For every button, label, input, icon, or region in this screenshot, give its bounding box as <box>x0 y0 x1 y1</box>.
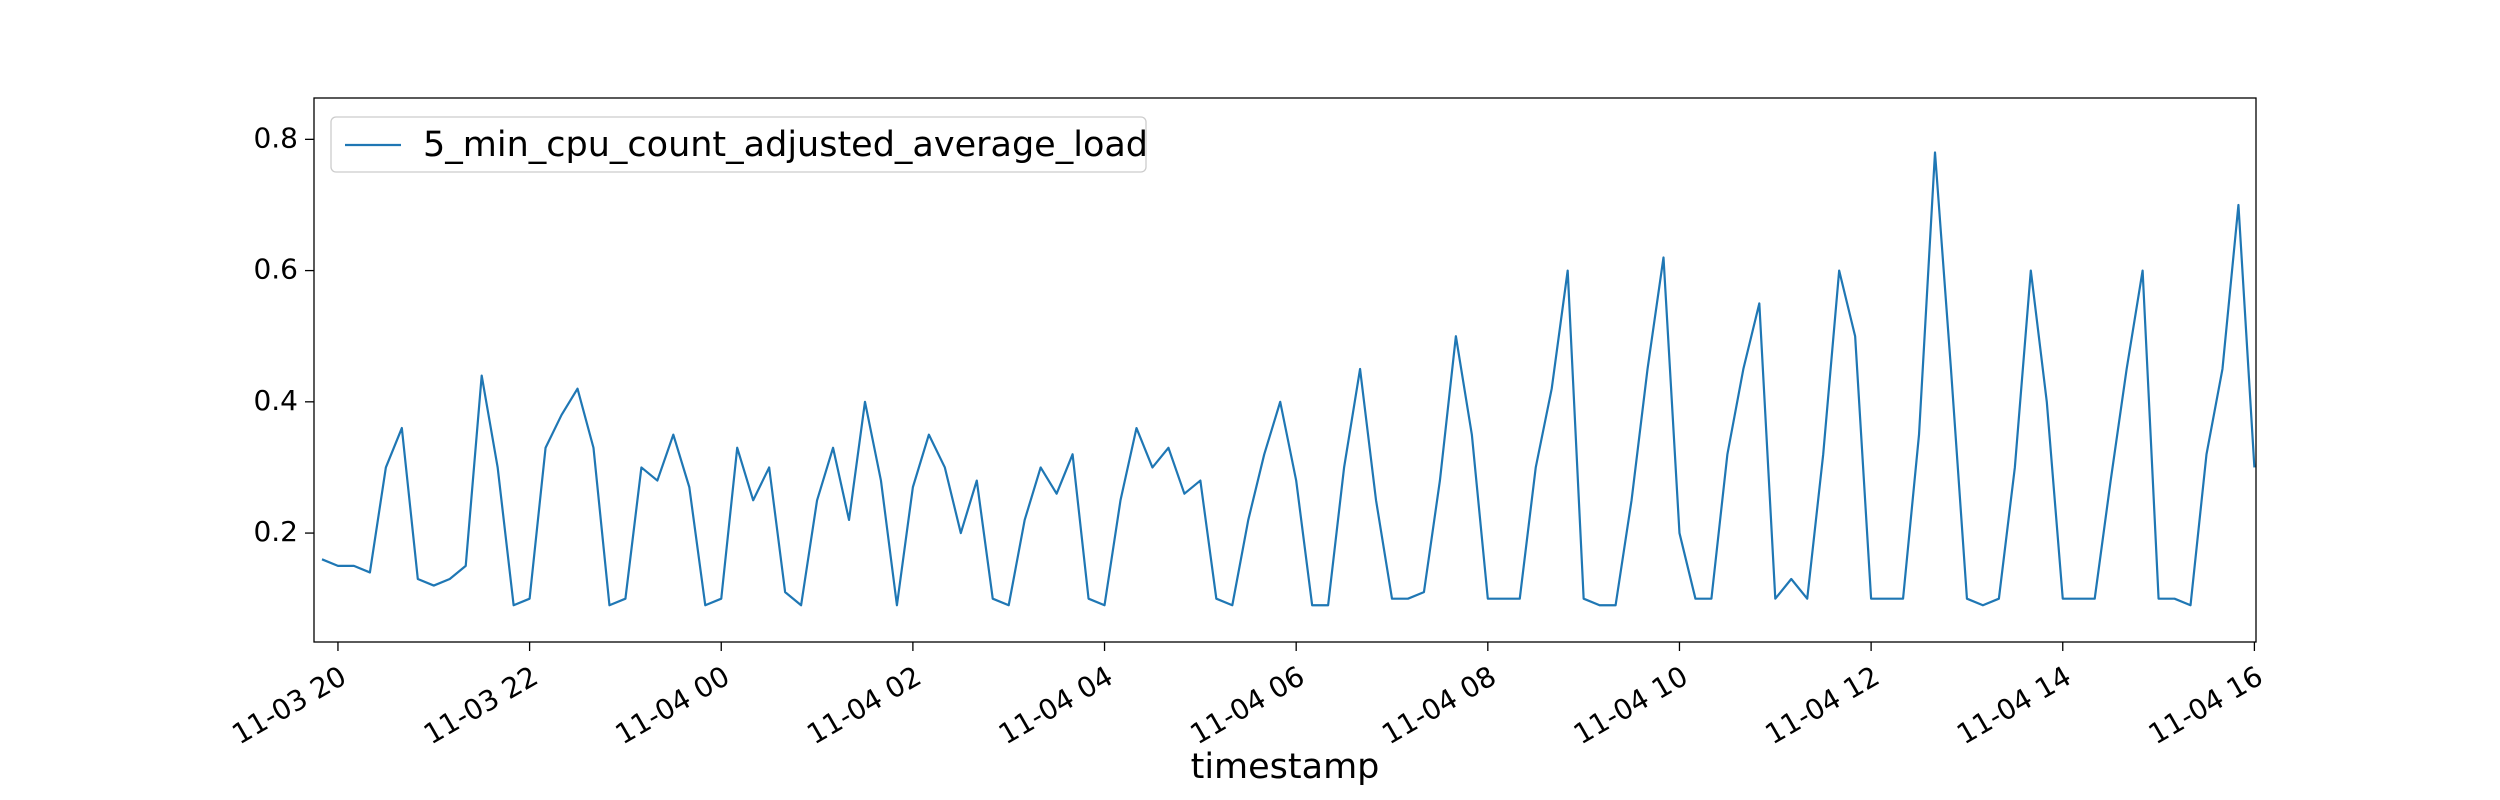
x-tick-label: 11-03 20 <box>226 659 352 751</box>
legend-label: 5_min_cpu_count_adjusted_average_load <box>423 125 1148 165</box>
y-tick-label: 0.4 <box>253 384 298 417</box>
y-tick-label: 0.6 <box>253 253 298 286</box>
x-tick-label: 11-04 02 <box>801 659 927 751</box>
x-tick-label: 11-04 06 <box>1185 659 1311 751</box>
x-tick-label: 11-04 08 <box>1376 659 1502 751</box>
x-tick-label: 11-04 10 <box>1568 659 1694 751</box>
x-tick-label: 11-03 22 <box>418 659 544 751</box>
x-tick-label: 11-04 00 <box>610 659 736 751</box>
x-tick-label: 11-04 16 <box>2143 659 2269 751</box>
plot-frame <box>313 97 2257 643</box>
y-tick-label: 0.2 <box>253 515 298 548</box>
y-tick-label: 0.8 <box>253 121 298 154</box>
x-tick-label: 11-04 14 <box>1951 659 2077 751</box>
x-tick-label: 11-04 12 <box>1759 659 1885 751</box>
x-tick-label: 11-04 04 <box>993 659 1119 751</box>
data-line <box>321 151 2256 607</box>
legend-box <box>330 116 1147 173</box>
x-axis-label: timestamp <box>1191 747 1380 787</box>
